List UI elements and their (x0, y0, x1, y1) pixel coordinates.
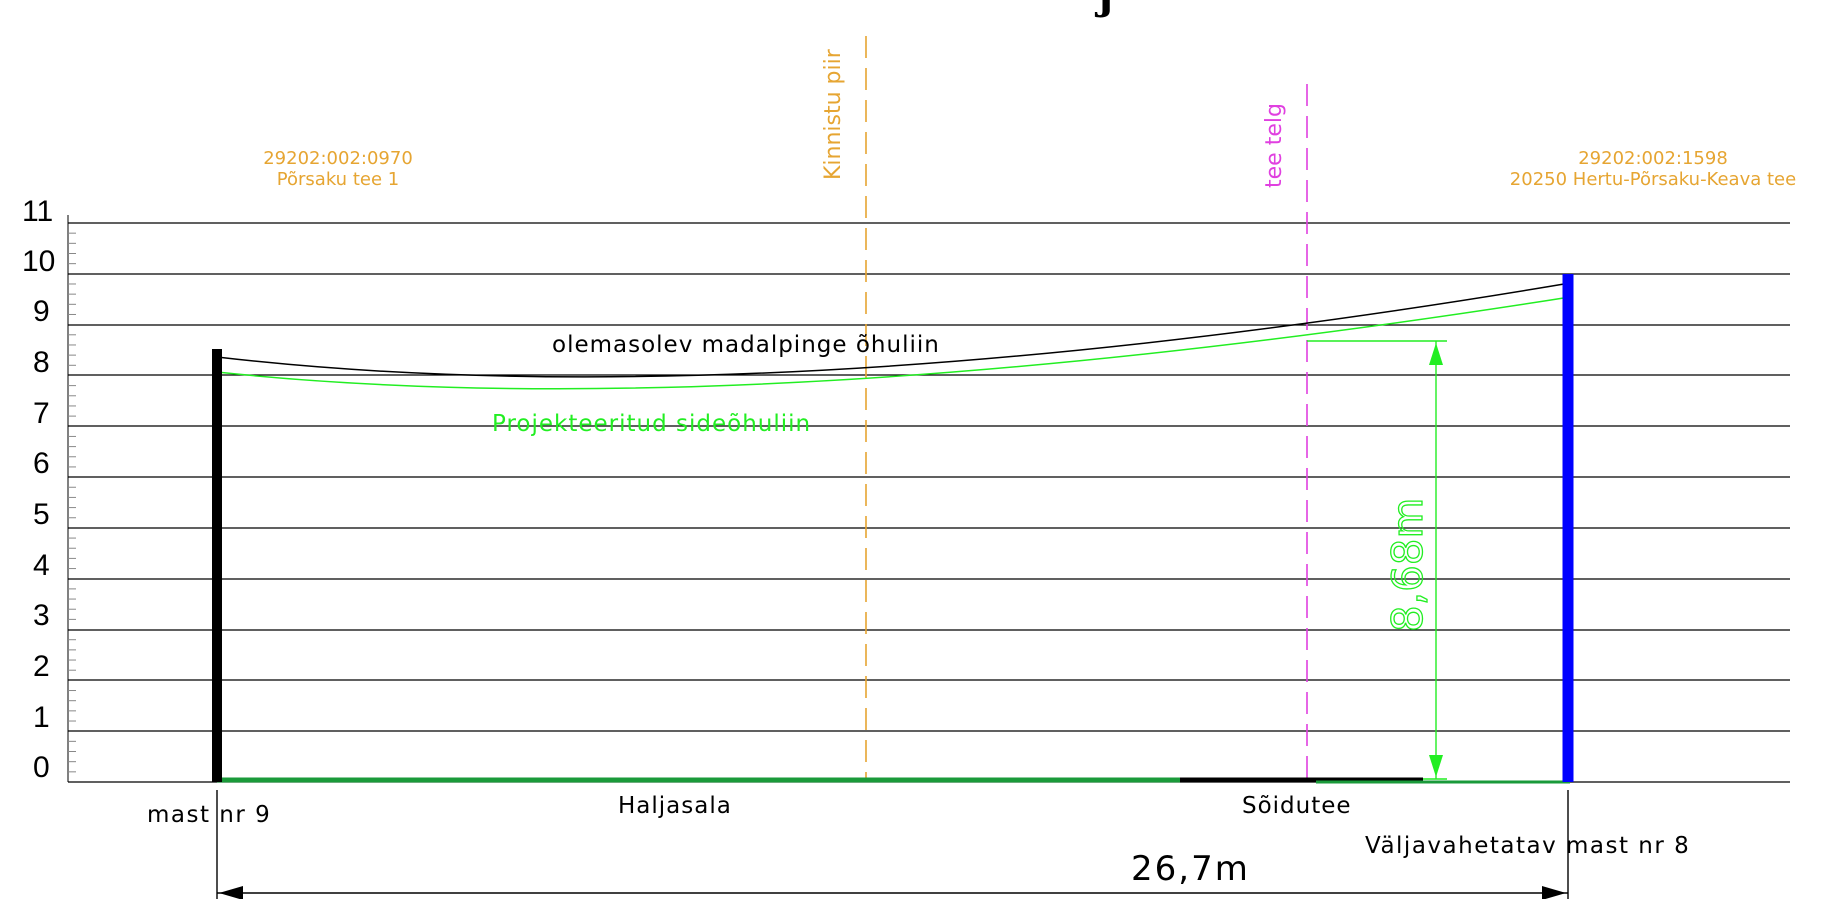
projected-line-curve (216, 296, 1571, 390)
parcel-left-name: Põrsaku tee 1 (277, 169, 399, 190)
mast-right-label: Väljavahetatav mast nr 8 (1365, 833, 1690, 859)
y-label-1: 1 (33, 701, 50, 734)
clearance-label: 8,68m (1383, 498, 1432, 632)
road-axis-label: tee telg (1262, 103, 1287, 188)
parcel-right-id: 29202:002:1598 (1578, 148, 1728, 169)
y-label-8: 8 (33, 346, 50, 379)
property-boundary-label: Kinnistu piir (821, 48, 846, 180)
y-label-4: 4 (33, 549, 50, 582)
y-label-7: 7 (33, 397, 50, 430)
y-label-2: 2 (33, 650, 50, 683)
y-label-10: 10 (22, 245, 55, 278)
y-axis-labels: 11 10 9 8 7 6 5 4 3 2 1 0 (22, 195, 55, 784)
existing-line-curve (216, 282, 1571, 378)
mast-left-label: mast nr 9 (147, 802, 271, 828)
ground-road-label: Sõidutee (1242, 793, 1352, 819)
projected-line-label: Projekteeritud sideõhuliin (492, 411, 811, 437)
grid (68, 222, 1790, 783)
y-label-6: 6 (33, 447, 50, 480)
ground-grass-label: Haljasala (618, 793, 732, 819)
span-dimension (216, 790, 1569, 899)
parcel-left-id: 29202:002:0970 (263, 148, 413, 169)
y-label-0: 0 (33, 751, 50, 784)
title-fragment: j (1094, 0, 1113, 18)
y-axis (67, 215, 76, 782)
y-label-9: 9 (33, 295, 50, 328)
y-label-5: 5 (33, 498, 50, 531)
parcel-right-name: 20250 Hertu-Põrsaku-Keava tee (1510, 169, 1796, 190)
span-label: 26,7m (1131, 849, 1250, 889)
y-label-3: 3 (33, 599, 50, 632)
existing-line-label: olemasolev madalpinge õhuliin (552, 332, 940, 358)
y-label-11: 11 (22, 195, 53, 228)
